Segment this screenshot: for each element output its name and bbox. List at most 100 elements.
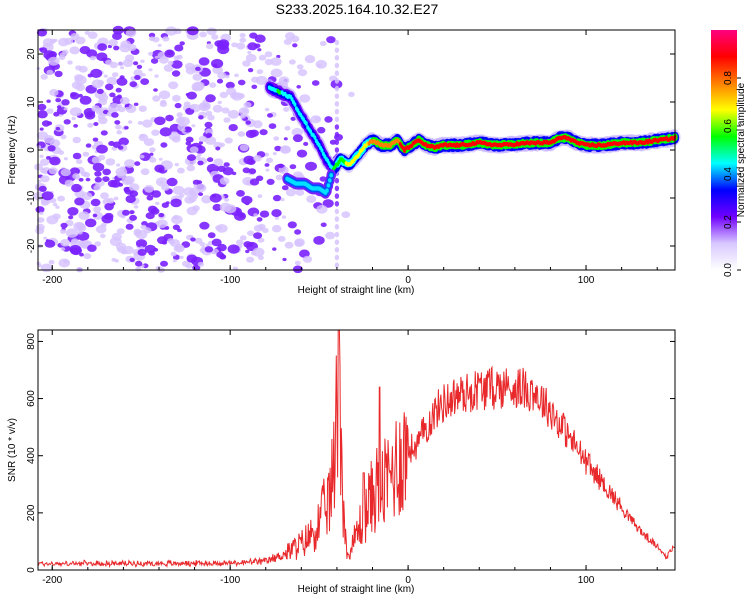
heatmap-noise-blob xyxy=(96,88,104,95)
heatmap-noise-blob xyxy=(124,159,136,168)
heatmap-noise-blob xyxy=(116,163,121,167)
heatmap-noise-blob xyxy=(62,49,69,55)
heatmap-noise-blob xyxy=(98,116,108,125)
heatmap-noise-blob xyxy=(100,222,107,228)
spectrogram-x-tick-label: -100 xyxy=(220,275,240,286)
heatmap-noise-blob xyxy=(139,154,145,159)
heatmap-noise-blob xyxy=(259,129,268,136)
heatmap-noise-blob xyxy=(78,211,90,220)
heatmap-noise-blob xyxy=(224,137,233,144)
heatmap-noise-blob xyxy=(52,202,58,207)
heatmap-noise-blob xyxy=(53,111,60,117)
heatmap-noise-blob xyxy=(256,69,264,75)
spectrogram-x-axis-label: Height of straight line (km) xyxy=(298,285,415,296)
heatmap-streak-blob xyxy=(334,55,340,61)
heatmap-noise-blob xyxy=(205,136,217,145)
heatmap-noise-blob xyxy=(243,241,252,248)
heatmap-noise-blob xyxy=(74,75,87,85)
heatmap-noise-blob xyxy=(216,78,224,84)
heatmap-noise-blob xyxy=(129,81,138,88)
heatmap-noise-blob xyxy=(163,64,174,72)
snr-y-axis-label: SNR (10 * v/v) xyxy=(7,418,18,482)
heatmap-noise-blob xyxy=(47,145,56,152)
heatmap-noise-blob xyxy=(44,239,56,248)
heatmap-noise-blob xyxy=(198,102,211,112)
heatmap-noise-blob xyxy=(216,251,224,258)
heatmap-noise-blob xyxy=(39,154,44,158)
heatmap-noise-blob xyxy=(245,129,257,139)
heatmap-noise-blob xyxy=(227,244,240,254)
heatmap-noise-blob xyxy=(63,107,68,111)
heatmap-noise-blob xyxy=(149,157,157,163)
heatmap-noise-blob xyxy=(148,51,154,56)
heatmap-noise-blob xyxy=(64,179,74,187)
spectrogram-y-tick-label: 0 xyxy=(26,147,37,153)
heatmap-noise-blob xyxy=(123,186,131,193)
heatmap-noise-blob xyxy=(217,100,222,105)
heatmap-noise-blob xyxy=(296,64,304,70)
heatmap-noise-blob xyxy=(265,157,274,163)
heatmap-noise-blob xyxy=(158,157,163,161)
heatmap-noise-blob xyxy=(46,108,54,114)
heatmap-noise-blob xyxy=(120,250,127,255)
heatmap-noise-blob xyxy=(40,168,48,174)
heatmap-noise-blob xyxy=(289,164,297,170)
snr-panel: -200 -100 0 100 0 200 400 600 800 Height of stra… xyxy=(7,329,676,595)
heatmap-noise-blob xyxy=(70,92,80,100)
heatmap-streak-blob xyxy=(334,262,340,269)
heatmap-noise-blob xyxy=(219,91,228,99)
heatmap-noise-blob xyxy=(261,227,269,233)
snr-frame xyxy=(37,329,676,571)
heatmap-noise-blob xyxy=(284,241,294,249)
heatmap-noise-blob xyxy=(116,130,123,135)
heatmap-noise-blob xyxy=(54,70,63,78)
heatmap-noise-blob xyxy=(129,210,135,215)
heatmap-noise-blob xyxy=(38,185,47,192)
heatmap-noise-blob xyxy=(174,102,182,109)
heatmap-noise-blob xyxy=(217,71,227,79)
heatmap-noise-blob xyxy=(165,26,178,36)
heatmap-noise-blob xyxy=(157,43,162,47)
heatmap-noise-blob xyxy=(144,184,154,193)
heatmap-signal-track xyxy=(263,79,681,199)
heatmap-noise-blob xyxy=(46,156,51,160)
spectrogram-y-axis-label: Frequency (Hz) xyxy=(7,116,18,185)
heatmap-noise-blob xyxy=(103,215,109,220)
heatmap-noise-blob xyxy=(195,66,201,72)
heatmap-noise-blob xyxy=(249,178,260,186)
heatmap-noise-blob xyxy=(43,236,48,240)
heatmap-streak-blob xyxy=(334,39,340,46)
heatmap-noise-blob xyxy=(154,74,159,78)
heatmap-noise-blob xyxy=(59,229,67,234)
heatmap-noise-blob xyxy=(319,40,327,47)
heatmap-noise-blob xyxy=(93,206,102,213)
heatmap-noise-blob xyxy=(205,94,216,103)
heatmap-noise-blob xyxy=(282,257,287,262)
heatmap-noise-blob xyxy=(153,88,158,92)
heatmap-noise-blob xyxy=(272,194,282,202)
heatmap-noise-blob xyxy=(79,95,92,105)
heatmap-noise-blob xyxy=(161,184,170,191)
heatmap-noise-blob xyxy=(135,239,148,248)
heatmap-noise-blob xyxy=(176,112,183,118)
heatmap-noise-blob xyxy=(224,198,230,202)
heatmap-noise-blob xyxy=(134,161,141,166)
heatmap-noise-blob xyxy=(80,171,88,177)
heatmap-noise-blob xyxy=(197,153,202,157)
heatmap-noise-blob xyxy=(289,59,296,65)
snr-x-tick-label: -200 xyxy=(42,575,62,586)
heatmap-noise-blob xyxy=(112,32,122,40)
heatmap-noise-blob xyxy=(40,263,53,273)
heatmap-noise-blob xyxy=(41,191,54,201)
heatmap-noise-blob xyxy=(186,91,197,100)
heatmap-branch-cell xyxy=(325,188,329,193)
heatmap-noise-blob xyxy=(89,55,96,61)
heatmap-noise-blob xyxy=(70,33,80,41)
heatmap-noise-blob xyxy=(119,166,126,171)
heatmap-noise-blob xyxy=(58,37,70,47)
heatmap-noise-blob xyxy=(292,134,303,143)
heatmap-noise-blob xyxy=(273,136,280,141)
heatmap-noise-blob xyxy=(133,230,142,237)
heatmap-noise-blob xyxy=(172,259,177,263)
heatmap-noise-blob xyxy=(186,164,195,172)
